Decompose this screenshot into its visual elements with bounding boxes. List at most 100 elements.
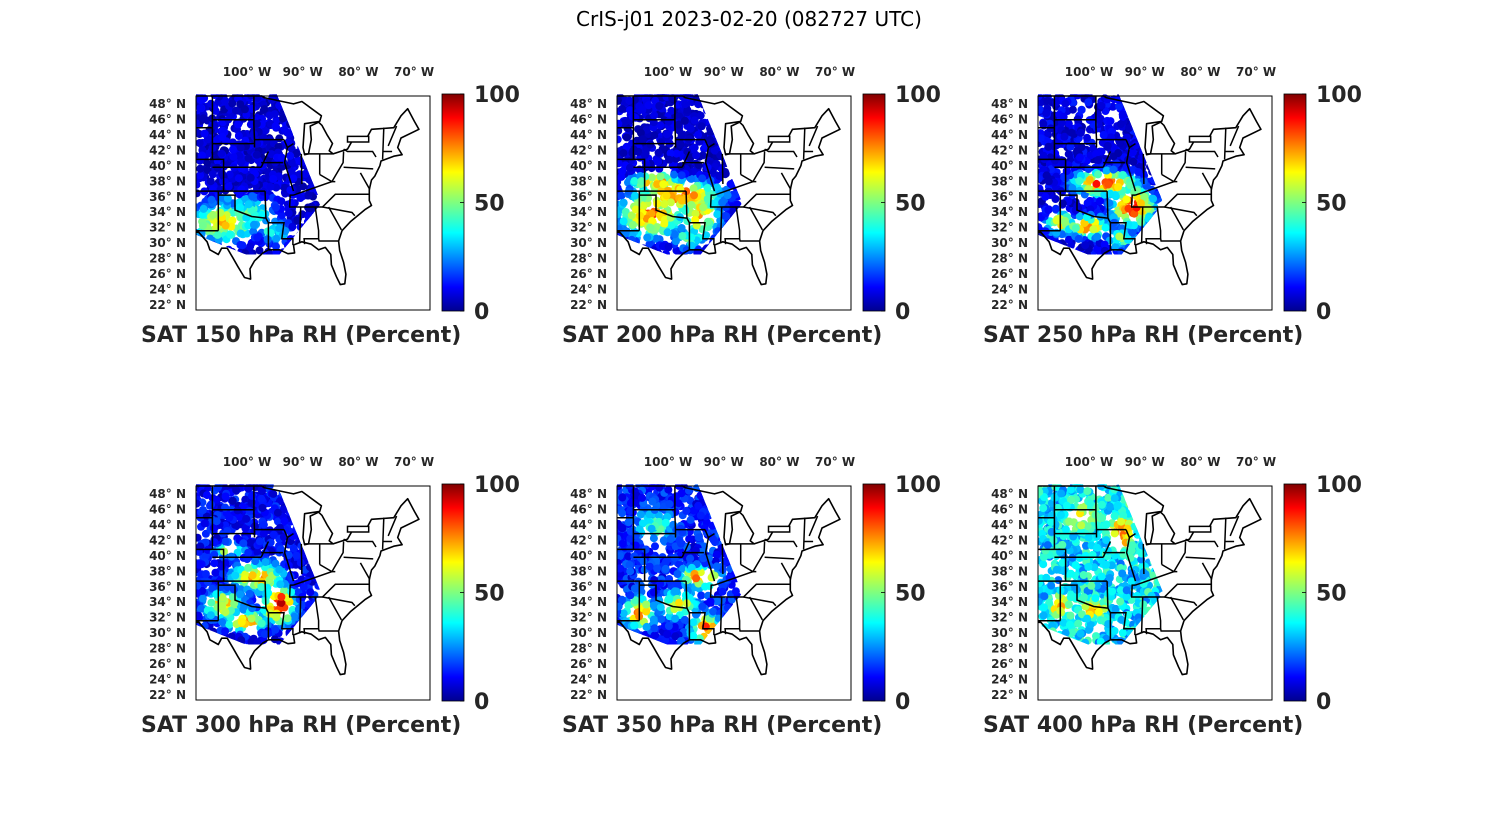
rh-point <box>1115 232 1124 241</box>
longitude-tick-label: 90° W <box>704 65 744 79</box>
rh-point <box>196 164 205 173</box>
rh-point <box>221 627 230 636</box>
rh-point <box>618 524 627 533</box>
rh-point <box>1061 99 1070 108</box>
rh-point <box>289 544 298 553</box>
latitude-tick-label: 48° N <box>991 97 1028 111</box>
rh-point <box>617 126 623 135</box>
map-panel: 100° W 90° W 80° W 70° W48° N46° N44° N42° … <box>141 65 520 348</box>
rh-point <box>618 539 627 548</box>
latitude-tick-label: 22° N <box>149 688 186 702</box>
latitude-tick-label: 24° N <box>570 673 607 687</box>
rh-point <box>624 552 633 561</box>
latitude-tick-label: 36° N <box>570 190 607 204</box>
rh-point <box>1124 235 1132 244</box>
rh-point <box>253 548 262 557</box>
rh-point <box>675 598 683 607</box>
latitude-tick-label: 30° N <box>149 626 186 640</box>
rh-point <box>1134 168 1143 177</box>
rh-point <box>255 537 264 546</box>
latitude-tick-label: 32° N <box>570 611 607 625</box>
rh-point <box>199 204 208 213</box>
colorbar-tick-label: 100 <box>474 83 520 108</box>
latitude-tick-label: 34° N <box>149 205 186 219</box>
rh-point <box>665 500 674 508</box>
rh-point <box>677 131 686 140</box>
rh-point <box>275 224 284 233</box>
rh-point <box>1051 204 1060 213</box>
rh-point <box>683 147 692 156</box>
rh-point <box>1042 171 1051 180</box>
rh-point <box>687 563 696 572</box>
latitude-tick-label: 30° N <box>991 236 1028 250</box>
state-boundaries <box>1038 95 1262 286</box>
rh-point <box>630 177 639 185</box>
rh-point <box>266 250 275 255</box>
rh-point <box>241 249 250 255</box>
rh-point <box>626 591 635 600</box>
state-boundaries <box>196 95 420 286</box>
rh-point <box>296 194 305 202</box>
rh-point <box>225 230 234 239</box>
rh-point <box>1128 148 1137 157</box>
rh-point <box>1071 224 1080 233</box>
rh-point <box>225 513 234 522</box>
latitude-tick-label: 36° N <box>149 190 186 204</box>
rh-point <box>236 143 245 152</box>
rh-point <box>1043 97 1052 105</box>
rh-point <box>1092 179 1101 188</box>
rh-point <box>701 582 710 591</box>
rh-point <box>661 564 670 573</box>
rh-point <box>211 106 220 115</box>
rh-point <box>625 561 634 569</box>
latitude-tick-label: 40° N <box>149 159 186 173</box>
rh-point <box>221 221 230 230</box>
rh-point <box>248 491 256 500</box>
rh-point <box>718 198 727 207</box>
rh-point <box>257 619 266 628</box>
rh-point <box>674 120 683 129</box>
latitude-tick-label: 32° N <box>570 221 607 235</box>
rh-point <box>280 586 289 595</box>
rh-point <box>619 149 628 158</box>
rh-point <box>277 592 286 601</box>
rh-point <box>239 605 248 614</box>
latitude-tick-label: 22° N <box>149 298 186 312</box>
rh-point <box>653 564 662 573</box>
rh-point <box>650 576 659 584</box>
rh-point <box>675 112 684 121</box>
latitude-tick-label: 30° N <box>570 626 607 640</box>
rh-point <box>1116 120 1125 129</box>
rh-point <box>654 157 663 166</box>
rh-point <box>1041 192 1050 201</box>
rh-point <box>1112 159 1121 168</box>
map-frame <box>195 95 431 311</box>
rh-point <box>694 639 703 645</box>
rh-point <box>196 96 205 105</box>
rh-point <box>1108 102 1117 111</box>
rh-point <box>663 228 672 237</box>
rh-point <box>237 164 246 173</box>
rh-point <box>1044 142 1053 151</box>
rh-point <box>650 131 659 140</box>
rh-point <box>1085 176 1094 184</box>
rh-point <box>650 631 659 640</box>
rh-point <box>198 151 206 160</box>
latitude-tick-label: 32° N <box>149 221 186 235</box>
rh-point <box>642 600 651 609</box>
rh-point <box>207 99 215 108</box>
rh-point <box>1140 192 1149 201</box>
latitude-tick-label: 40° N <box>149 549 186 563</box>
latitude-tick-label: 44° N <box>570 128 607 142</box>
rh-point <box>686 124 695 133</box>
rh-point <box>676 185 685 194</box>
rh-point <box>654 148 663 157</box>
rh-point <box>197 229 206 238</box>
rh-point <box>697 122 706 131</box>
rh-point <box>1084 165 1093 173</box>
rh-point <box>662 191 671 200</box>
rh-point <box>666 149 675 158</box>
rh-point <box>712 562 721 571</box>
rh-point <box>1089 225 1098 234</box>
rh-point <box>622 133 631 142</box>
